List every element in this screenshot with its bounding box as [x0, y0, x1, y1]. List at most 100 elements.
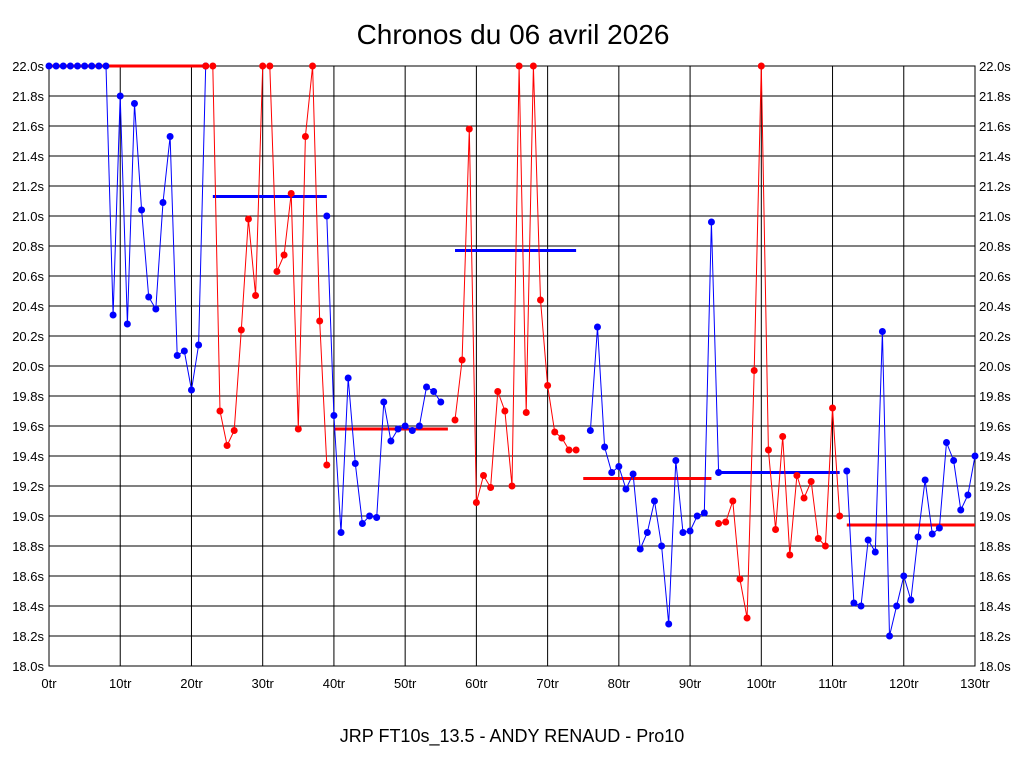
y-tick-label: 21.8s	[12, 89, 44, 104]
data-point	[608, 469, 616, 476]
data-point	[800, 494, 808, 502]
y-tick-label-right: 19.2s	[979, 479, 1011, 494]
x-tick-label: 10tr	[109, 676, 132, 691]
x-tick-label: 120tr	[889, 676, 919, 691]
data-point	[180, 347, 188, 355]
y-tick-label: 18.8s	[12, 539, 44, 554]
data-point	[95, 62, 103, 70]
data-point	[123, 320, 131, 328]
x-tick-label: 90tr	[679, 676, 702, 691]
data-point	[252, 292, 260, 299]
data-point	[971, 452, 979, 460]
data-point	[351, 460, 359, 467]
data-point	[793, 472, 801, 479]
y-tick-label-right: 20.8s	[979, 239, 1011, 254]
data-point	[437, 398, 445, 406]
data-point	[658, 542, 666, 550]
y-tick-label-right: 21.4s	[979, 149, 1011, 164]
y-tick-label-right: 19.8s	[979, 389, 1011, 404]
y-tick-label: 19.4s	[12, 449, 44, 464]
data-point	[423, 383, 431, 391]
data-point	[544, 382, 552, 389]
data-point	[458, 356, 466, 364]
series-line	[326, 215, 442, 533]
y-tick-label-right: 19.6s	[979, 419, 1011, 434]
data-point	[316, 317, 324, 325]
data-point	[672, 457, 680, 464]
data-point	[886, 632, 894, 640]
data-point	[743, 614, 751, 622]
data-point	[508, 482, 516, 490]
data-point	[159, 199, 167, 206]
data-point	[401, 422, 409, 430]
series-line	[205, 65, 328, 466]
data-point	[636, 545, 644, 553]
series-6	[843, 328, 979, 640]
data-point	[900, 572, 908, 580]
data-point	[722, 518, 730, 526]
data-point	[829, 404, 837, 412]
y-tick-label-right: 20.4s	[979, 299, 1011, 314]
data-point	[472, 499, 480, 506]
x-tick-label: 100tr	[746, 676, 776, 691]
data-point	[914, 533, 922, 541]
data-point	[878, 328, 886, 335]
data-point	[487, 484, 495, 491]
data-point	[173, 352, 181, 359]
data-point	[935, 524, 943, 532]
data-point	[259, 62, 267, 70]
data-point	[964, 491, 972, 499]
y-tick-label: 19.6s	[12, 419, 44, 434]
data-point	[950, 457, 958, 464]
data-point	[387, 437, 395, 445]
data-point	[323, 212, 331, 220]
data-point	[309, 62, 317, 70]
data-point	[928, 530, 936, 538]
data-point	[907, 596, 915, 604]
data-point	[237, 326, 245, 334]
x-tick-label: 40tr	[323, 676, 346, 691]
data-point	[764, 446, 772, 454]
data-point	[380, 398, 388, 406]
data-point	[330, 412, 338, 419]
data-point	[145, 293, 153, 301]
data-point	[152, 305, 160, 313]
series-line	[846, 331, 976, 637]
data-point	[715, 520, 723, 527]
data-point	[893, 602, 901, 610]
data-point	[230, 427, 238, 434]
data-point	[629, 470, 637, 478]
data-point	[864, 536, 872, 544]
data-point	[323, 461, 331, 469]
x-tick-label: 80tr	[608, 676, 631, 691]
y-tick-label-right: 20.2s	[979, 329, 1011, 344]
y-tick-label: 19.2s	[12, 479, 44, 494]
data-point	[88, 62, 96, 70]
data-point	[615, 463, 623, 470]
data-point	[836, 512, 844, 520]
data-point	[807, 478, 815, 485]
series-line	[589, 221, 720, 625]
data-point	[408, 427, 416, 434]
data-point	[565, 446, 573, 454]
data-point	[138, 206, 146, 214]
data-point	[665, 620, 673, 628]
data-point	[707, 218, 715, 226]
data-point	[622, 485, 630, 493]
y-tick-labels-right: 18.0s 18.2s 18.4s 18.6s 18.8s 19.0s 19.2s 19.4s…	[979, 59, 1011, 674]
y-tick-label: 20.8s	[12, 239, 44, 254]
data-point	[73, 62, 81, 70]
y-tick-label-right: 18.0s	[979, 659, 1011, 674]
data-point	[109, 311, 117, 319]
data-point	[187, 386, 195, 394]
data-point	[643, 529, 651, 536]
y-tick-label: 20.6s	[12, 269, 44, 284]
x-tick-label: 60tr	[465, 676, 488, 691]
y-tick-label-right: 18.8s	[979, 539, 1011, 554]
data-point	[451, 416, 459, 424]
y-tick-label-right: 18.6s	[979, 569, 1011, 584]
x-tick-label: 70tr	[536, 676, 559, 691]
data-point	[957, 506, 965, 514]
data-point	[116, 92, 124, 100]
data-point	[166, 133, 174, 140]
